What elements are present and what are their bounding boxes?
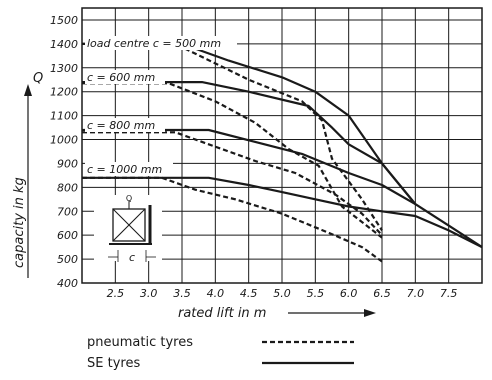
y-tick-label: 500 <box>57 253 78 266</box>
x-tick-label: 6.0 <box>340 287 358 300</box>
x-tick-label: 5.5 <box>307 287 325 300</box>
curve-label-bg-800 <box>85 118 165 132</box>
curve-label-c600: c = 600 mm <box>87 71 155 84</box>
x-tick-label: 6.5 <box>373 287 391 300</box>
series-line-dashed-3 <box>82 176 383 263</box>
y-axis-symbol: Q <box>33 71 43 86</box>
load-box-diagonal-b <box>112 208 146 242</box>
y-axis-title: capacity in kg <box>12 177 27 268</box>
series-line-solid-1 <box>82 81 417 205</box>
series-line-solid-3 <box>82 176 483 249</box>
curve-label-bg-1000 <box>85 162 173 176</box>
inset-c-label: c <box>129 251 135 264</box>
x-tick-label: 7.0 <box>407 287 425 300</box>
curve-label-bg-500 <box>85 36 237 50</box>
y-tick-label: 1200 <box>50 86 78 99</box>
series-line-solid-2 <box>82 128 416 206</box>
inset-q-label: Q <box>126 194 132 203</box>
curve-label-c500: load centre c = 500 mm <box>87 37 221 50</box>
x-tick-label: 4.0 <box>207 287 225 300</box>
y-tick-label: 1300 <box>50 62 78 75</box>
x-tick-label: 4.5 <box>240 287 258 300</box>
y-tick-label: 900 <box>57 157 78 170</box>
x-tick-label: 7.5 <box>440 287 458 300</box>
y-axis-arrow-head-icon <box>24 84 32 96</box>
series-line-dashed-2 <box>82 131 383 236</box>
curve-label-c1000: c = 1000 mm <box>87 163 162 176</box>
y-tick-label: 600 <box>57 229 78 242</box>
y-tick-labels: 400 500 600 700 800 900 1000 1100 1200 1300 1400 15… <box>50 14 78 290</box>
y-tick-label: 800 <box>57 181 78 194</box>
x-axis-title: rated lift in m <box>178 306 266 321</box>
x-tick-labels: 2.5 3.0 3.5 4.0 4.5 5.0 5.5 6.0 6.5 7.0 7.5 <box>107 287 458 300</box>
x-tick-label: 5.0 <box>273 287 291 300</box>
y-tick-label: 700 <box>57 205 78 218</box>
x-tick-label: 3.0 <box>140 287 158 300</box>
curve-label-bg-600 <box>85 70 165 84</box>
y-tick-label: 400 <box>57 277 78 290</box>
y-tick-label: 1500 <box>50 14 78 27</box>
curve-label-c800: c = 800 mm <box>87 119 155 132</box>
legend: pneumatic tyres SE tyres <box>87 335 354 371</box>
x-tick-label: 2.5 <box>107 287 125 300</box>
load-center-inset: Q c <box>94 194 162 264</box>
y-tick-label: 1000 <box>50 134 78 147</box>
series-line-dashed-1 <box>82 82 383 239</box>
y-tick-label: 1400 <box>50 38 78 51</box>
y-tick-label: 1100 <box>50 110 78 123</box>
legend-label-pneumatic: pneumatic tyres <box>87 335 193 350</box>
x-tick-label: 3.5 <box>173 287 191 300</box>
x-axis-arrow-head-icon <box>364 309 376 317</box>
series-line-solid-0 <box>82 42 483 249</box>
legend-label-se: SE tyres <box>87 356 140 371</box>
